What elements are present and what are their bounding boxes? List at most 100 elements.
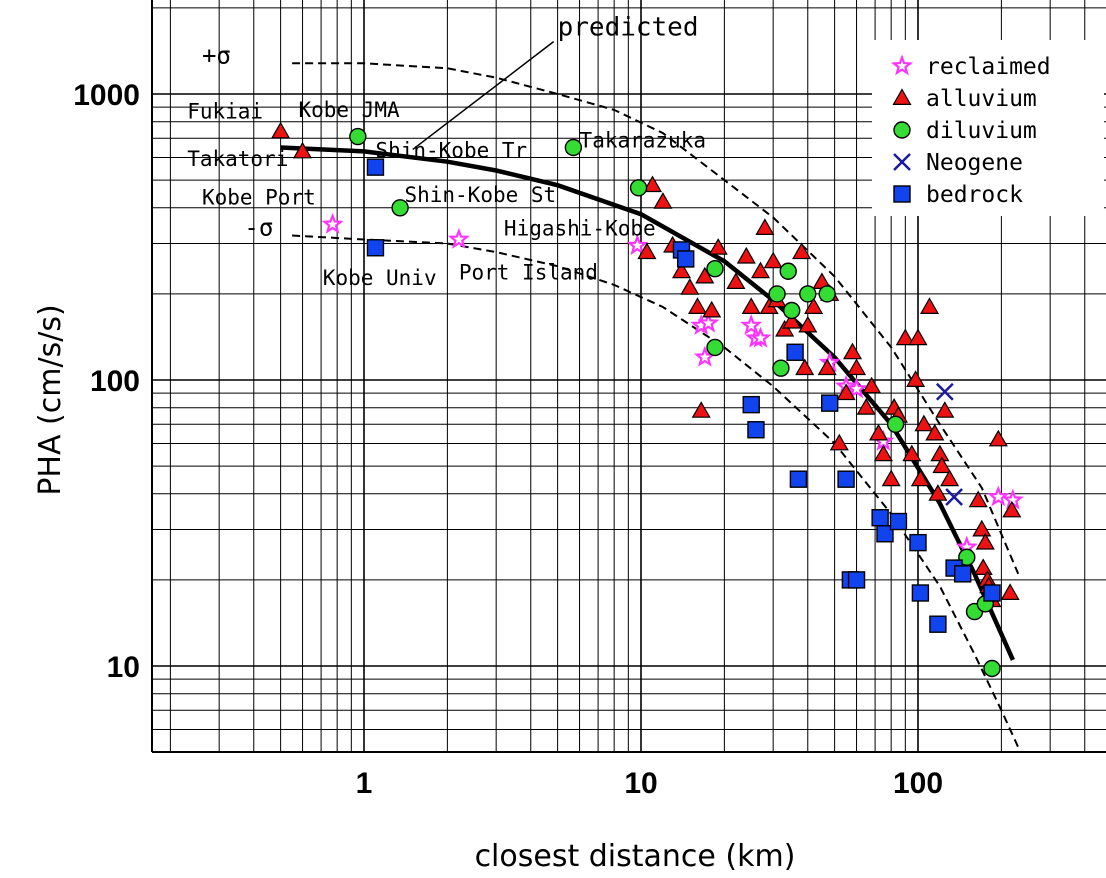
neogene-point: [935, 382, 954, 401]
alluvium-point: [708, 238, 728, 255]
alluvium-point: [782, 311, 802, 329]
bedrock-point: [366, 158, 385, 176]
legend-label-neogene: Neogene: [926, 150, 1023, 176]
alluvium-point: [908, 328, 928, 346]
alluvium-point: [842, 342, 863, 360]
alluvium-point: [836, 383, 856, 401]
legend-marker-alluvium: [892, 88, 912, 106]
reclaimed-point: [447, 227, 470, 249]
diluvium-point: [818, 285, 836, 303]
alluvium-point: [910, 469, 930, 487]
alluvium-point: [928, 484, 948, 501]
alluvium-point: [687, 297, 708, 314]
alluvium-point: [726, 272, 746, 289]
alluvium-point: [792, 242, 812, 260]
bedrock-point: [747, 421, 765, 439]
alluvium-point: [680, 278, 700, 295]
plus-sigma-label: +σ: [202, 41, 231, 69]
alluvium-point: [798, 315, 818, 333]
bedrock-point: [837, 470, 855, 488]
legend-marker-neogene: [893, 153, 911, 171]
bedrock-point: [889, 512, 908, 531]
alluvium-point: [862, 376, 882, 394]
bedrock-point: [676, 250, 695, 268]
bedrock-point: [366, 239, 385, 257]
x-tick-label: 10: [624, 767, 657, 800]
bedrock-point: [786, 343, 804, 361]
reclaimed-point: [749, 326, 772, 348]
alluvium-point: [935, 401, 955, 418]
x-tick-labels: 1 10 100: [356, 767, 943, 800]
alluvium-point: [895, 328, 915, 346]
alluvium-point: [856, 397, 876, 415]
station-label-takarazuka: Takarazuka: [580, 129, 706, 153]
x-marker-stroke: [935, 382, 954, 401]
station-label-kobe-port: Kobe Port: [202, 186, 316, 210]
x-tick-label: 100: [893, 767, 943, 800]
bedrock-point: [876, 525, 894, 543]
alluvium-point: [1000, 583, 1020, 601]
annotation-leaders: [412, 41, 555, 151]
x-tick-label: 1: [356, 767, 373, 800]
y-tick-label: 10: [107, 651, 140, 684]
alluvium-point: [795, 358, 815, 376]
alluvium-point: [642, 175, 663, 193]
diluvium-point: [706, 259, 724, 278]
legend: reclaimed alluvium diluvium Neogene bedrock: [872, 40, 1104, 216]
y-tick-labels: 10 100 1000: [73, 79, 140, 684]
bedrock-point: [983, 584, 1001, 602]
alluvium-point: [914, 414, 934, 432]
alluvium-point: [271, 121, 291, 139]
alluvium-point: [736, 246, 756, 264]
diluvium-point: [349, 127, 367, 146]
alluvium-point: [868, 423, 889, 441]
alluvium-point: [881, 469, 901, 487]
legend-label-diluvium: diluvium: [926, 118, 1037, 144]
diluvium-point: [772, 359, 790, 377]
legend-marker-diluvium: [893, 121, 911, 139]
y-tick-label: 100: [90, 365, 140, 398]
alluvium-point: [972, 519, 992, 537]
bedrock-point: [953, 565, 972, 583]
bedrock-point: [789, 470, 808, 488]
legend-label-bedrock: bedrock: [926, 182, 1023, 208]
bedrock-point: [911, 584, 930, 602]
x-marker-stroke: [893, 153, 911, 171]
station-annotations: predicted +σ -σ Fukiai Kobe JMA Takarazuka Shi…: [187, 13, 706, 290]
alluvium-point: [902, 444, 922, 462]
station-label-fukiai: Fukiai: [187, 100, 263, 124]
alluvium-point: [932, 456, 952, 474]
legend-label-alluvium: alluvium: [926, 86, 1037, 112]
alluvium-point: [691, 401, 711, 418]
station-label-kobe-univ: Kobe Univ: [323, 266, 437, 290]
diluvium-point: [799, 285, 817, 303]
alluvium-point: [292, 141, 313, 159]
alluvium-point: [653, 192, 673, 209]
alluvium-point: [940, 469, 960, 487]
predicted-leader-line: [412, 41, 555, 151]
x-marker-stroke: [945, 488, 963, 506]
legend-marker-bedrock: [893, 185, 911, 203]
reclaimed-point: [740, 313, 763, 335]
y-tick-label: 1000: [73, 79, 140, 112]
plus-sigma-curve: [292, 62, 1020, 575]
diluvium-point: [983, 659, 1001, 678]
predicted-curve: [280, 145, 1015, 661]
alluvium-point: [637, 242, 657, 260]
alluvium-point: [671, 261, 692, 279]
data-points: [271, 121, 1024, 678]
minus-sigma-label: -σ: [244, 214, 273, 242]
bedrock-point: [847, 571, 866, 589]
bedrock-point: [821, 394, 839, 412]
diluvium-point: [768, 285, 786, 303]
station-label-port-island: Port Island: [459, 260, 598, 284]
alluvium-point: [975, 532, 995, 550]
alluvium-point: [846, 358, 867, 376]
alluvium-point: [919, 297, 940, 314]
station-label-takatori: Takatori: [187, 147, 288, 171]
alluvium-point: [817, 358, 837, 376]
neogene-point: [945, 488, 963, 506]
alluvium-point: [906, 370, 926, 387]
alluvium-point: [741, 297, 761, 314]
station-label-kobe-jma: Kobe JMA: [298, 98, 400, 122]
